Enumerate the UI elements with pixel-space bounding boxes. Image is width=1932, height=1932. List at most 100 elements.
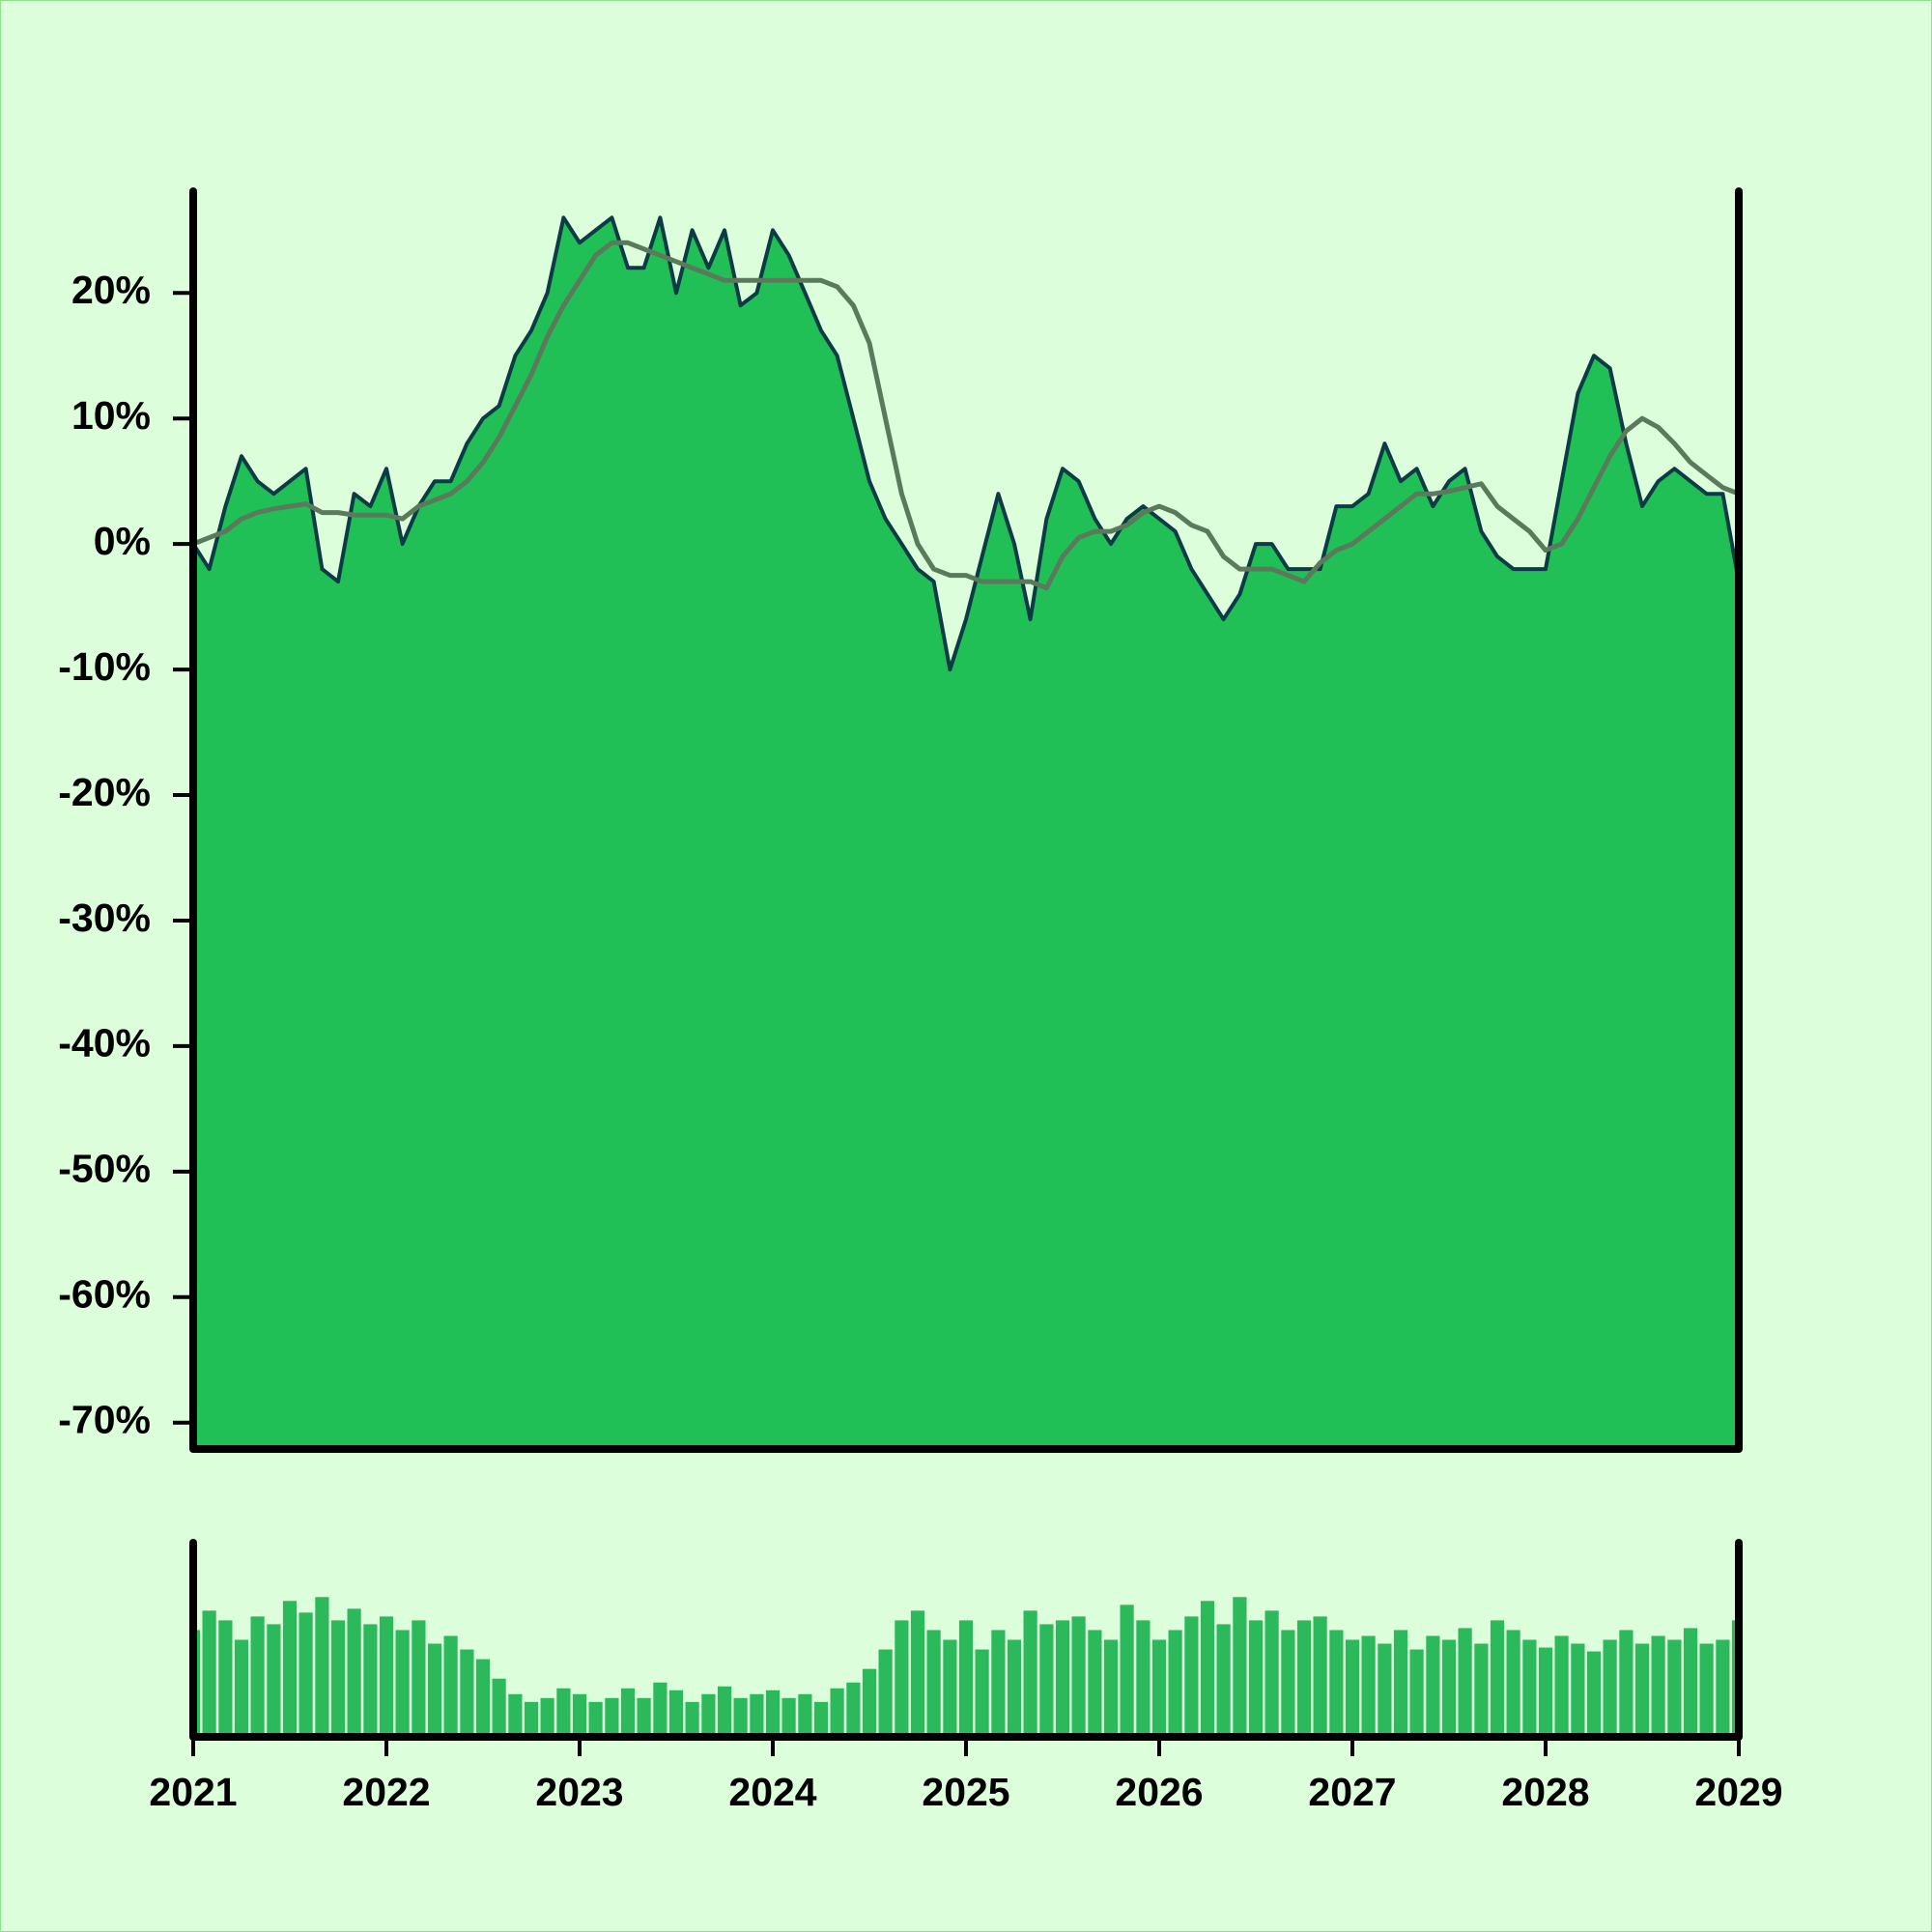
volume-bar — [813, 1701, 829, 1737]
volume-bar — [1248, 1620, 1264, 1737]
volume-bar — [605, 1697, 619, 1737]
volume-bar — [427, 1643, 442, 1737]
volume-bar — [330, 1620, 346, 1737]
volume-bar — [1103, 1639, 1119, 1737]
y-tick-label: -50% — [58, 1147, 151, 1191]
volume-bar — [1716, 1639, 1730, 1737]
volume-bar — [637, 1697, 651, 1737]
x-tick-label: 2027 — [1308, 1770, 1396, 1814]
volume-bar — [347, 1608, 361, 1737]
volume-bar — [1409, 1649, 1424, 1737]
volume-bar — [475, 1659, 491, 1737]
volume-bar — [1120, 1605, 1134, 1737]
volume-bar — [750, 1693, 764, 1737]
volume-bar — [1184, 1616, 1199, 1737]
y-tick-label: -70% — [58, 1398, 151, 1442]
volume-bar — [443, 1635, 458, 1737]
volume-bar — [991, 1630, 1006, 1737]
volume-bar — [1393, 1630, 1408, 1737]
volume-bar — [975, 1649, 989, 1737]
volume-bar — [267, 1624, 281, 1737]
volume-bar — [862, 1668, 877, 1737]
volume-bar — [363, 1624, 378, 1737]
volume-bar — [846, 1682, 861, 1737]
volume-bar — [895, 1620, 909, 1737]
area — [193, 217, 1739, 1449]
y-tick-label: 20% — [71, 268, 151, 312]
volume-bar — [572, 1693, 587, 1737]
volume-bar — [1426, 1635, 1440, 1737]
y-tick-label: -40% — [58, 1021, 151, 1065]
volume-bar — [1088, 1630, 1102, 1737]
y-tick-label: -20% — [58, 770, 151, 814]
volume-bar — [1699, 1643, 1714, 1737]
volume-bar — [1151, 1639, 1167, 1737]
volume-bar — [1634, 1643, 1650, 1737]
volume-bar — [620, 1688, 636, 1737]
volume-bar — [1490, 1620, 1505, 1737]
x-tick-label: 2022 — [342, 1770, 430, 1814]
volume-bar — [1571, 1643, 1585, 1737]
volume-bar — [781, 1697, 796, 1737]
volume-bar — [1071, 1616, 1086, 1737]
volume-bar — [588, 1701, 603, 1737]
y-tick-label: 0% — [94, 519, 151, 563]
x-tick-label: 2021 — [149, 1770, 237, 1814]
volume-bar — [1264, 1610, 1279, 1737]
y-tick-label: 10% — [71, 393, 151, 438]
volume-bar — [1651, 1635, 1665, 1737]
volume-bar — [878, 1649, 893, 1737]
y-tick-label: -10% — [58, 644, 151, 689]
volume-bar — [1586, 1651, 1602, 1737]
volume-bar — [315, 1597, 329, 1737]
volume-bar — [1378, 1643, 1392, 1737]
volume-bar — [653, 1682, 668, 1737]
volume-bar — [1619, 1630, 1634, 1737]
volume-bar — [460, 1649, 474, 1737]
volume-bar — [508, 1693, 523, 1737]
volume-bar — [1313, 1616, 1327, 1737]
volume-bar — [1055, 1620, 1070, 1737]
volume-bar — [1506, 1630, 1520, 1737]
volume-bar — [1007, 1639, 1022, 1737]
volume-bar — [1168, 1630, 1182, 1737]
volume-bar — [910, 1610, 925, 1737]
volume-bar — [685, 1701, 699, 1737]
volume-bar — [1296, 1620, 1312, 1737]
volume-bar — [1458, 1628, 1472, 1737]
volume-bar — [717, 1686, 732, 1737]
volume-bar — [395, 1630, 410, 1737]
volume-bar — [524, 1701, 539, 1737]
volume-bar — [202, 1610, 216, 1737]
volume-bar — [701, 1693, 716, 1737]
volume-bar — [1039, 1624, 1054, 1737]
volume-bar — [958, 1620, 974, 1737]
volume-bar — [1441, 1639, 1457, 1737]
volume-bar — [234, 1639, 249, 1737]
volume-bar — [798, 1693, 812, 1737]
volume-bar — [733, 1697, 748, 1737]
volume-bar — [1522, 1639, 1537, 1737]
volume-bar — [1603, 1639, 1617, 1737]
volume-bar — [1683, 1628, 1698, 1737]
volume-bar — [1233, 1597, 1247, 1737]
volume-bar — [926, 1630, 941, 1737]
volume-bar — [412, 1620, 426, 1737]
volume-bar — [765, 1690, 781, 1737]
volume-bar — [282, 1601, 298, 1737]
volume-bar — [1554, 1635, 1569, 1737]
volume-bar — [218, 1620, 233, 1737]
volume-bar — [1361, 1635, 1376, 1737]
x-tick-label: 2028 — [1501, 1770, 1589, 1814]
volume-bar — [379, 1616, 394, 1737]
x-tick-label: 2024 — [728, 1770, 816, 1814]
volume-bar — [1474, 1643, 1489, 1737]
x-tick-label: 2025 — [922, 1770, 1009, 1814]
axis-frame — [189, 187, 1743, 1453]
volume-bar — [556, 1688, 571, 1737]
volume-bar — [540, 1697, 554, 1737]
volume-bar — [668, 1690, 684, 1737]
x-tick-label: 2029 — [1694, 1770, 1782, 1814]
